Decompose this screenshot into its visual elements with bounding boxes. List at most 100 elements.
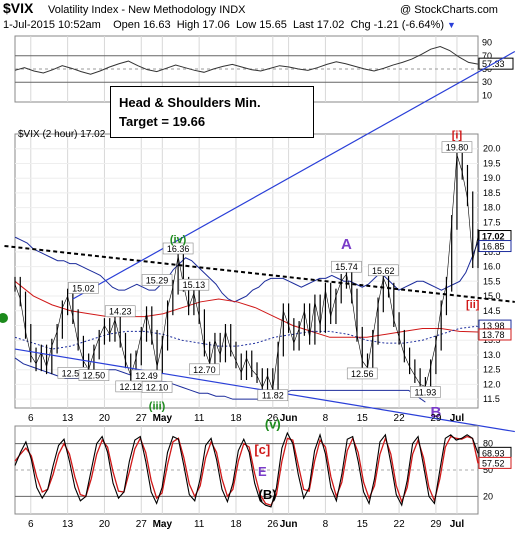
- price-label: 12.49: [135, 371, 158, 381]
- price-x-tick: May: [153, 413, 173, 424]
- price-x-tick: 29: [430, 413, 442, 424]
- stoch-tick: 80: [483, 439, 493, 449]
- price-x-tick: 11: [194, 413, 205, 424]
- price-label: 11.93: [414, 387, 436, 397]
- price-label: 11.82: [262, 391, 284, 401]
- stoch-last-value: 57.52: [482, 458, 505, 468]
- last-value-box: [478, 240, 512, 253]
- price-label: 12.12: [119, 382, 142, 392]
- wave-label: (iii): [149, 400, 166, 412]
- last-label: Last 17.02: [292, 19, 345, 31]
- stoch-x-tick: 11: [194, 519, 205, 530]
- price-x-tick: 27: [136, 413, 148, 424]
- price-label: 12.56: [351, 369, 374, 379]
- price-label-box: [162, 242, 194, 255]
- price-tick: 19.0: [483, 173, 501, 183]
- price-tick: 13.0: [483, 350, 501, 360]
- price-tick: 15.0: [483, 291, 501, 301]
- price-x-tick: Jul: [450, 413, 465, 424]
- price-label-box: [131, 369, 162, 382]
- price-tick: 18.0: [483, 203, 501, 213]
- price-label-box: [331, 260, 362, 273]
- stoch-x-tick: 8: [323, 519, 329, 530]
- wave-label: [ii]: [466, 299, 480, 311]
- stoch-x-tick: May: [153, 519, 173, 530]
- index-name: Volatility Index - New Methodology: [48, 4, 217, 16]
- price-tick: 14.5: [483, 306, 501, 316]
- price-label: 12.70: [193, 365, 216, 375]
- price-x-tick: Jun: [280, 413, 298, 424]
- price-label: 15.29: [146, 275, 169, 285]
- stoch-wave-label: (B): [259, 487, 277, 502]
- rsi-tick: 90: [482, 38, 492, 48]
- price-label-box: [68, 282, 99, 294]
- chg-arrow-icon: ▼: [447, 20, 456, 30]
- stoch-x-tick: 26: [267, 519, 279, 530]
- price-label: 14.23: [109, 307, 132, 317]
- stoch-x-tick: 27: [136, 519, 148, 530]
- price-label-box: [441, 141, 473, 153]
- price-label: 12.50: [83, 371, 106, 381]
- rsi-line: [14, 46, 479, 75]
- price-line: [14, 154, 479, 390]
- price-label: 15.62: [372, 266, 395, 276]
- chart-name: Volatility Index - New Methodology INDX: [48, 4, 246, 16]
- annotation-box: Head & Shoulders Min. Target = 19.66: [110, 86, 314, 138]
- main-panel-label: $VIX (2 hour) 17.02: [18, 129, 106, 140]
- wave-label: (iv): [170, 234, 187, 246]
- left-edge-marker: [0, 313, 8, 323]
- trendline-upper-channel: [72, 50, 516, 300]
- stoch-x-tick: 29: [430, 519, 442, 530]
- price-tick: 15.5: [483, 276, 501, 286]
- rsi-last-box: [478, 57, 514, 70]
- price-label-box: [346, 367, 378, 380]
- ma-red-line: [14, 280, 479, 338]
- price-label: 15.13: [183, 280, 206, 290]
- stoch-x-tick: 20: [99, 519, 111, 530]
- high-label: High 17.06: [176, 19, 230, 31]
- price-label-box: [257, 389, 289, 402]
- price-x-tick: 8: [323, 413, 329, 424]
- stoch-last-value: 68.93: [482, 448, 505, 458]
- stoch-wave-label: [c]: [254, 442, 270, 457]
- price-tick: 12.5: [483, 365, 501, 375]
- price-tick: 11.5: [483, 394, 500, 404]
- stoch-x-tick: Jul: [450, 519, 465, 530]
- stoch-x-tick: 6: [28, 519, 34, 530]
- last-value-label: 17.02: [482, 232, 505, 242]
- last-value-label: 13.98: [482, 321, 505, 331]
- chart-symbol: $VIX: [3, 0, 34, 16]
- stoch-x-tick: 22: [394, 519, 406, 530]
- stoch-x-tick: 15: [357, 519, 369, 530]
- stoch-k-line: [14, 431, 479, 508]
- stoch-wave-label: (v): [265, 417, 281, 432]
- price-label-box: [141, 381, 173, 393]
- annotation-line-2: Target = 19.66: [119, 114, 206, 129]
- wave-label: [i]: [452, 129, 463, 141]
- datetime-label: 1-Jul-2015 10:52am: [3, 19, 101, 31]
- price-x-tick: 15: [357, 413, 369, 424]
- trendline-neckline: [4, 244, 515, 303]
- last-value-label: 16.85: [482, 242, 505, 252]
- price-label-box: [367, 264, 399, 277]
- last-value-box: [478, 328, 512, 341]
- rsi-tick: 30: [482, 77, 492, 87]
- stoch-last-box: [478, 456, 512, 469]
- stoch-tick: 50: [483, 465, 493, 475]
- stoch-wave-label: E: [258, 464, 267, 479]
- price-tick: 12.0: [483, 379, 501, 389]
- price-label: 16.36: [167, 244, 190, 254]
- price-label: 15.02: [72, 283, 95, 293]
- exchange-label: INDX: [219, 4, 246, 16]
- price-tick: 17.5: [483, 217, 501, 227]
- price-tick: 20.0: [483, 144, 501, 154]
- price-tick: 18.5: [483, 188, 501, 198]
- wave-label: B: [430, 404, 441, 421]
- price-label: 15.74: [335, 262, 358, 272]
- price-x-tick: 6: [28, 413, 34, 424]
- price-label-box: [104, 305, 136, 318]
- price-label-box: [178, 278, 210, 291]
- price-x-tick: 13: [62, 413, 74, 424]
- stoch-tick: 20: [483, 491, 493, 501]
- chg-label: Chg -1.21 (-6.64%): [350, 19, 444, 31]
